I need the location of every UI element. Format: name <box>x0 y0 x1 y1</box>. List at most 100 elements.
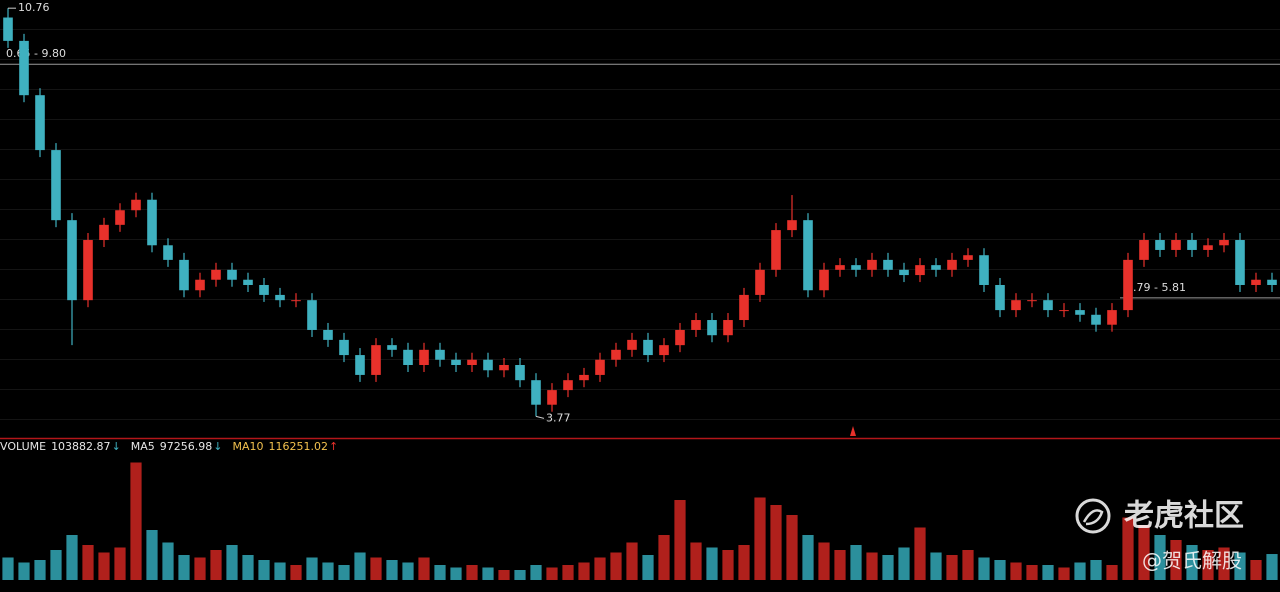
candle-body <box>739 294 749 321</box>
volume-bar <box>194 557 206 580</box>
volume-bar <box>722 550 734 580</box>
candle-body <box>35 95 45 151</box>
candle-body <box>67 220 77 301</box>
candle-body <box>1107 310 1117 325</box>
volume-bar <box>834 550 846 580</box>
volume-bar <box>290 565 302 580</box>
candle-body <box>275 294 285 301</box>
candle-body <box>563 380 573 391</box>
volume-bar <box>530 565 542 580</box>
volume-bar <box>978 557 990 580</box>
candle-body <box>371 345 381 375</box>
legend-name: VOLUME <box>0 440 46 453</box>
volume-bar <box>546 567 558 580</box>
candle-body <box>451 359 461 365</box>
volume-bar <box>66 535 78 580</box>
watermark-logo <box>1075 498 1111 534</box>
volume-bar <box>754 497 766 580</box>
volume-bar <box>114 547 126 580</box>
candle-body <box>51 150 61 221</box>
volume-bar <box>1042 565 1054 580</box>
candle-body <box>131 199 141 211</box>
candle-body <box>195 279 205 291</box>
annotation-pointer <box>535 415 545 419</box>
candle-body <box>1171 240 1181 250</box>
grid-background <box>0 0 1280 438</box>
volume-bar <box>1106 565 1118 580</box>
candle-body <box>483 359 493 371</box>
volume-bar <box>610 552 622 580</box>
volume-bar <box>1074 562 1086 580</box>
candle-body <box>963 255 973 260</box>
candle-body <box>147 199 157 246</box>
candle-body <box>851 265 861 270</box>
volume-bar <box>1266 554 1278 580</box>
candle-body <box>659 345 669 356</box>
volume-bar <box>338 565 350 580</box>
candle-body <box>771 230 781 270</box>
candle-body <box>307 300 317 330</box>
volume-bar <box>210 550 222 580</box>
legend-value: 116251.02 <box>269 440 329 453</box>
candle-body <box>515 365 525 381</box>
candle-body <box>867 259 877 270</box>
candle-body <box>627 339 637 350</box>
volume-bar <box>98 552 110 580</box>
volume-bar <box>130 462 142 580</box>
volume-bar <box>34 560 46 580</box>
volume-bar <box>146 530 158 580</box>
volume-bar <box>402 562 414 580</box>
legend-value: 97256.98 <box>160 440 213 453</box>
candle-body <box>83 240 93 301</box>
volume-bar <box>626 542 638 580</box>
candle-body <box>1027 300 1037 302</box>
candle-body <box>835 265 845 270</box>
candle-body <box>1043 300 1053 311</box>
candle-body <box>1059 310 1069 312</box>
volume-bar <box>706 547 718 580</box>
volume-bar <box>226 545 238 580</box>
candle-body <box>1011 300 1021 311</box>
volume-bar <box>1218 547 1230 580</box>
candle-body <box>499 365 509 371</box>
candle-body <box>979 255 989 285</box>
volume-bar <box>1058 567 1070 580</box>
volume-bar <box>818 542 830 580</box>
volume-bar <box>1170 540 1182 580</box>
candle-body <box>611 349 621 360</box>
volume-bar <box>1138 525 1150 580</box>
candle-body <box>355 355 365 375</box>
volume-bar <box>322 562 334 580</box>
volume-bar <box>450 567 462 580</box>
candle-body <box>579 374 589 381</box>
volume-bar <box>786 515 798 580</box>
candle-body <box>1123 259 1133 311</box>
volume-bar <box>866 552 878 580</box>
watermark: 老虎社区 @贺氏解股 <box>1075 498 1244 573</box>
volume-bar <box>482 567 494 580</box>
volume-bar <box>178 555 190 580</box>
candle-body <box>643 339 653 356</box>
volume-bar <box>946 555 958 580</box>
candle-body <box>915 265 925 276</box>
volume-bar <box>514 570 526 580</box>
volume-bar <box>1250 560 1262 580</box>
candle-body <box>115 210 125 225</box>
volume-bar <box>370 557 382 580</box>
candle-body <box>899 269 909 276</box>
candle-body <box>931 265 941 270</box>
legend-trend: ↓ <box>112 440 121 453</box>
volume-bar <box>770 505 782 580</box>
candle-body <box>403 349 413 365</box>
candle-body <box>1075 310 1085 315</box>
level-label: 5.79 - 5.81 <box>1126 281 1186 294</box>
volume-bar <box>1186 545 1198 580</box>
volume-bar <box>2 557 14 580</box>
volume-bar <box>1202 550 1214 580</box>
candle-body <box>675 329 685 346</box>
volume-bar <box>1234 552 1246 580</box>
volume-bar <box>466 565 478 580</box>
annotation-label: 3.77 <box>546 411 571 424</box>
volume-bar <box>354 552 366 580</box>
